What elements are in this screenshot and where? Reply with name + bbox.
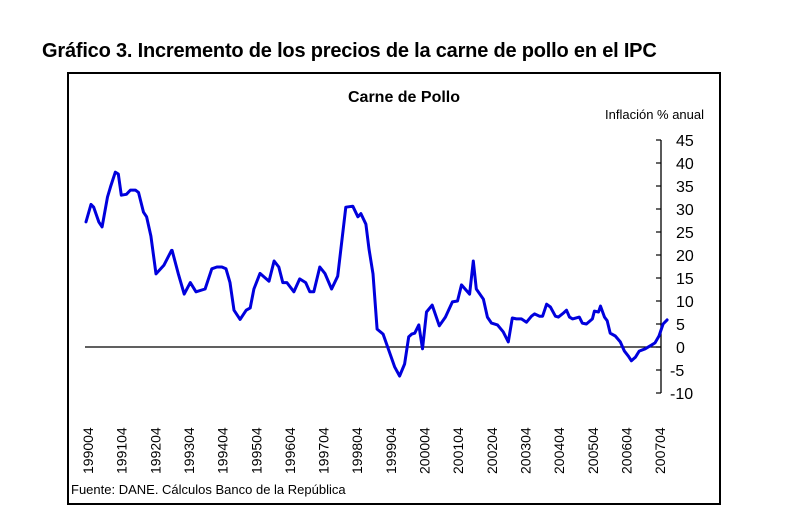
x-tick-label: 200604 [618,427,634,474]
y-tick-label: 5 [676,317,685,334]
y-tick-label: 45 [676,133,694,150]
chart-frame [67,72,721,505]
x-tick-label: 199604 [282,427,298,474]
y-tick-label: 30 [676,202,694,219]
chart-title-text: Carne de Pollo [347,89,461,106]
x-tick-label: 199204 [147,427,163,474]
x-tick-label: 200004 [417,427,433,474]
series-group [84,170,669,378]
y-tick-label: -10 [670,386,693,403]
x-tick-label: 200304 [517,427,533,474]
y-tick-label: 35 [676,179,694,196]
y-tick-label: -5 [670,363,684,380]
x-tick-label: 199004 [80,427,96,474]
x-tick-label: 200404 [551,427,567,474]
x-tick-label: 199104 [114,427,130,474]
chart-title: Carne de Pollo [0,89,808,107]
x-tick-label: 199804 [349,427,365,474]
x-tick-label: 200704 [652,427,668,474]
x-tick-label: 200104 [450,427,466,474]
y-tick-label: 25 [676,225,694,242]
x-ticks: 199004 199104 199204 199304 199404 199504 1996… [80,427,668,474]
axes [85,140,662,393]
x-tick-label: 199704 [316,427,332,474]
x-tick-label: 199404 [215,427,231,474]
x-tick-label: 200504 [585,427,601,474]
y-ticks: 45 40 35 30 25 20 15 10 5 0 -5 -10 [656,133,694,403]
x-tick-label: 200204 [484,427,500,474]
source-note: Fuente: DANE. Cálculos Banco de la Repúb… [71,482,346,497]
x-tick-label: 199504 [248,427,264,474]
y-axis-label: Inflación % anual [605,107,705,122]
figure-title: Gráfico 3. Incremento de los precios de … [42,40,657,62]
x-tick-label: 199904 [383,427,399,474]
y-tick-label: 40 [676,156,694,173]
y-tick-label: 20 [676,248,694,265]
x-tick-label: 199304 [181,427,197,474]
series-line-carne-de-pollo [84,170,669,378]
y-tick-label: 15 [676,271,694,288]
y-tick-label: 10 [676,294,694,311]
y-tick-label: 0 [676,340,685,357]
